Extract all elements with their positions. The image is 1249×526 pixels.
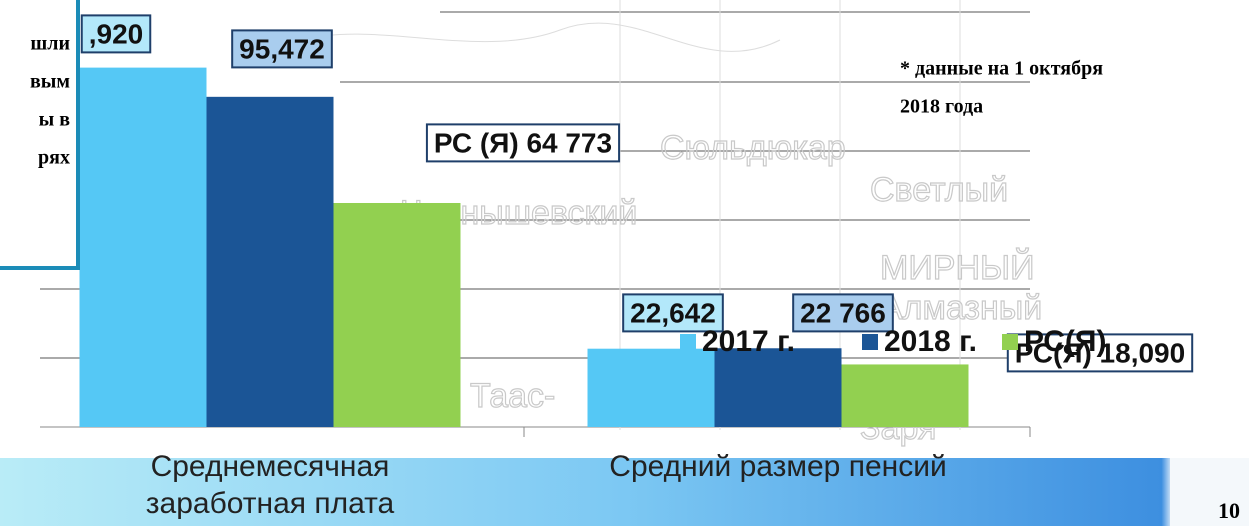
bar xyxy=(841,364,969,427)
data-label: ,920 xyxy=(89,18,144,49)
bar xyxy=(587,348,715,427)
side-text: шли вым ы в рях xyxy=(30,33,70,169)
legend-swatch xyxy=(1002,334,1018,350)
side-line: шли xyxy=(30,33,70,55)
map-labels: СюльдюкарСветлыйМИРНЫЙАлмазныйЧернышевск… xyxy=(399,128,1042,447)
legend-swatch xyxy=(680,334,696,350)
data-label-box xyxy=(80,14,152,54)
data-label-box xyxy=(1006,333,1194,373)
note: 2018 года xyxy=(900,96,983,118)
x-tick-label: Среднемесячная заработная плата xyxy=(146,450,395,520)
page-number: 10 xyxy=(1218,498,1240,523)
data-label-box xyxy=(622,293,724,333)
map-label: Таас- xyxy=(470,377,555,415)
data-label: РС (Я) 64 773 xyxy=(434,127,612,158)
map-label: Сюльдюкар xyxy=(660,129,846,167)
side-line: ы в xyxy=(39,109,71,131)
bar xyxy=(714,348,842,427)
footer-corner xyxy=(1170,458,1249,526)
legend-label: 2018 г. xyxy=(884,325,977,358)
bar xyxy=(206,96,334,428)
bar xyxy=(79,67,207,428)
data-label: РС(Я) 18,090 xyxy=(1015,337,1185,368)
note: * данные на 1 октября xyxy=(900,58,1103,80)
data-label: 95,472 xyxy=(239,33,325,64)
data-label-box xyxy=(792,293,894,333)
plot: Среднемесячная заработная плата Средний ра… xyxy=(79,14,1194,520)
map-label: Светлый xyxy=(870,171,1008,209)
legend-label: РС(Я) xyxy=(1024,325,1106,358)
side-box xyxy=(0,0,80,270)
map-label: МИРНЫЙ xyxy=(880,249,1035,287)
footer-band xyxy=(0,458,1249,526)
side-line: рях xyxy=(38,147,70,169)
x-tick-label: Средний размер пенсий xyxy=(609,450,946,483)
legend-swatch xyxy=(862,334,878,350)
side-line: вым xyxy=(30,71,70,93)
legend-label: 2017 г. xyxy=(702,325,795,358)
data-label-box xyxy=(231,29,333,69)
bar xyxy=(333,202,461,427)
map-label: Алмазный xyxy=(880,289,1042,327)
data-label: 22,642 xyxy=(630,297,716,328)
data-label-box xyxy=(425,123,621,163)
data-label: 22 766 xyxy=(800,297,886,328)
